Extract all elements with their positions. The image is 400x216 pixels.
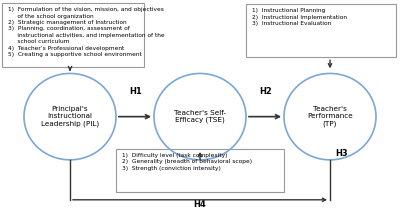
- FancyBboxPatch shape: [116, 149, 284, 192]
- FancyBboxPatch shape: [246, 4, 396, 57]
- Text: H2: H2: [259, 87, 272, 96]
- Text: H1: H1: [129, 87, 142, 96]
- Text: Teacher's Self-
Efficacy (TSE): Teacher's Self- Efficacy (TSE): [174, 110, 226, 123]
- Text: 1)  Instructional Planning
2)  Instructional Implementation
3)  Instructional Ev: 1) Instructional Planning 2) Instruction…: [252, 8, 347, 26]
- Text: H3: H3: [336, 149, 348, 158]
- Text: H4: H4: [194, 200, 206, 209]
- Text: Teacher's
Performance
(TP): Teacher's Performance (TP): [307, 106, 353, 127]
- Text: 1)  Difficulty level (task complexity)
2)  Generality (breadth of behavioral sco: 1) Difficulty level (task complexity) 2)…: [122, 153, 252, 171]
- FancyBboxPatch shape: [2, 3, 144, 67]
- Text: Principal's
Instructional
Leadership (PIL): Principal's Instructional Leadership (PI…: [41, 106, 99, 127]
- Text: 1)  Formulation of the vision, mission, and objectives
     of the school organi: 1) Formulation of the vision, mission, a…: [8, 7, 165, 57]
